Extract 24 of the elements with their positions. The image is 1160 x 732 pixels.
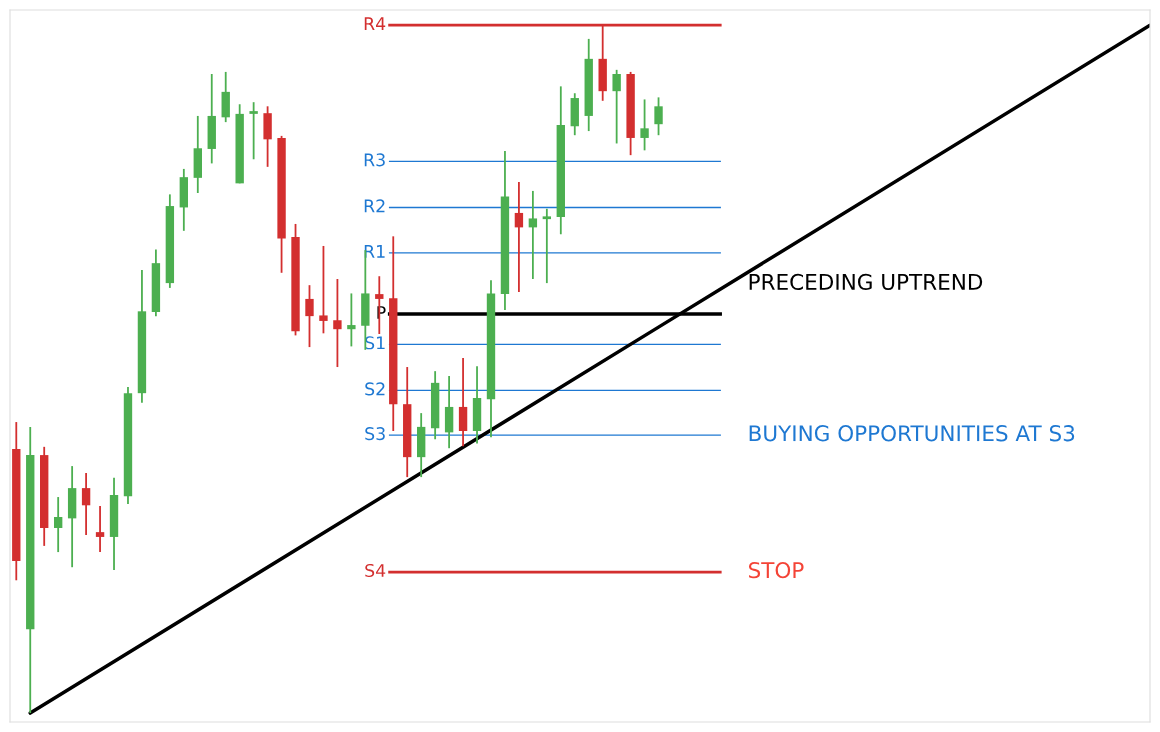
candlestick xyxy=(528,190,538,280)
ref-line-label: S1 xyxy=(365,336,385,350)
candlestick xyxy=(53,496,63,553)
candlestick xyxy=(514,181,524,293)
ref-line-label: S3 xyxy=(365,427,385,441)
candlestick xyxy=(542,207,552,285)
ref-line-label: R3 xyxy=(364,153,385,167)
candlestick xyxy=(333,278,342,368)
candlestick xyxy=(305,284,314,348)
text: BUYING OPPORTUNITIES AT S3 xyxy=(749,425,1075,442)
candlestick xyxy=(612,68,621,145)
ref-line-label: R4 xyxy=(364,17,386,30)
candlestick xyxy=(347,292,356,348)
candlestick xyxy=(81,472,91,536)
candlestick xyxy=(640,98,649,152)
candlestick xyxy=(319,245,328,335)
text: PRECEDING UPTREND xyxy=(749,273,983,291)
candlestick xyxy=(654,96,663,137)
ref-line-label: S4 xyxy=(365,563,386,578)
ref-line-label: S2 xyxy=(365,382,385,396)
candlestick xyxy=(95,505,105,553)
candlestick xyxy=(249,101,258,161)
text: STOP xyxy=(749,562,804,579)
ref-line-label: R2 xyxy=(364,199,385,213)
